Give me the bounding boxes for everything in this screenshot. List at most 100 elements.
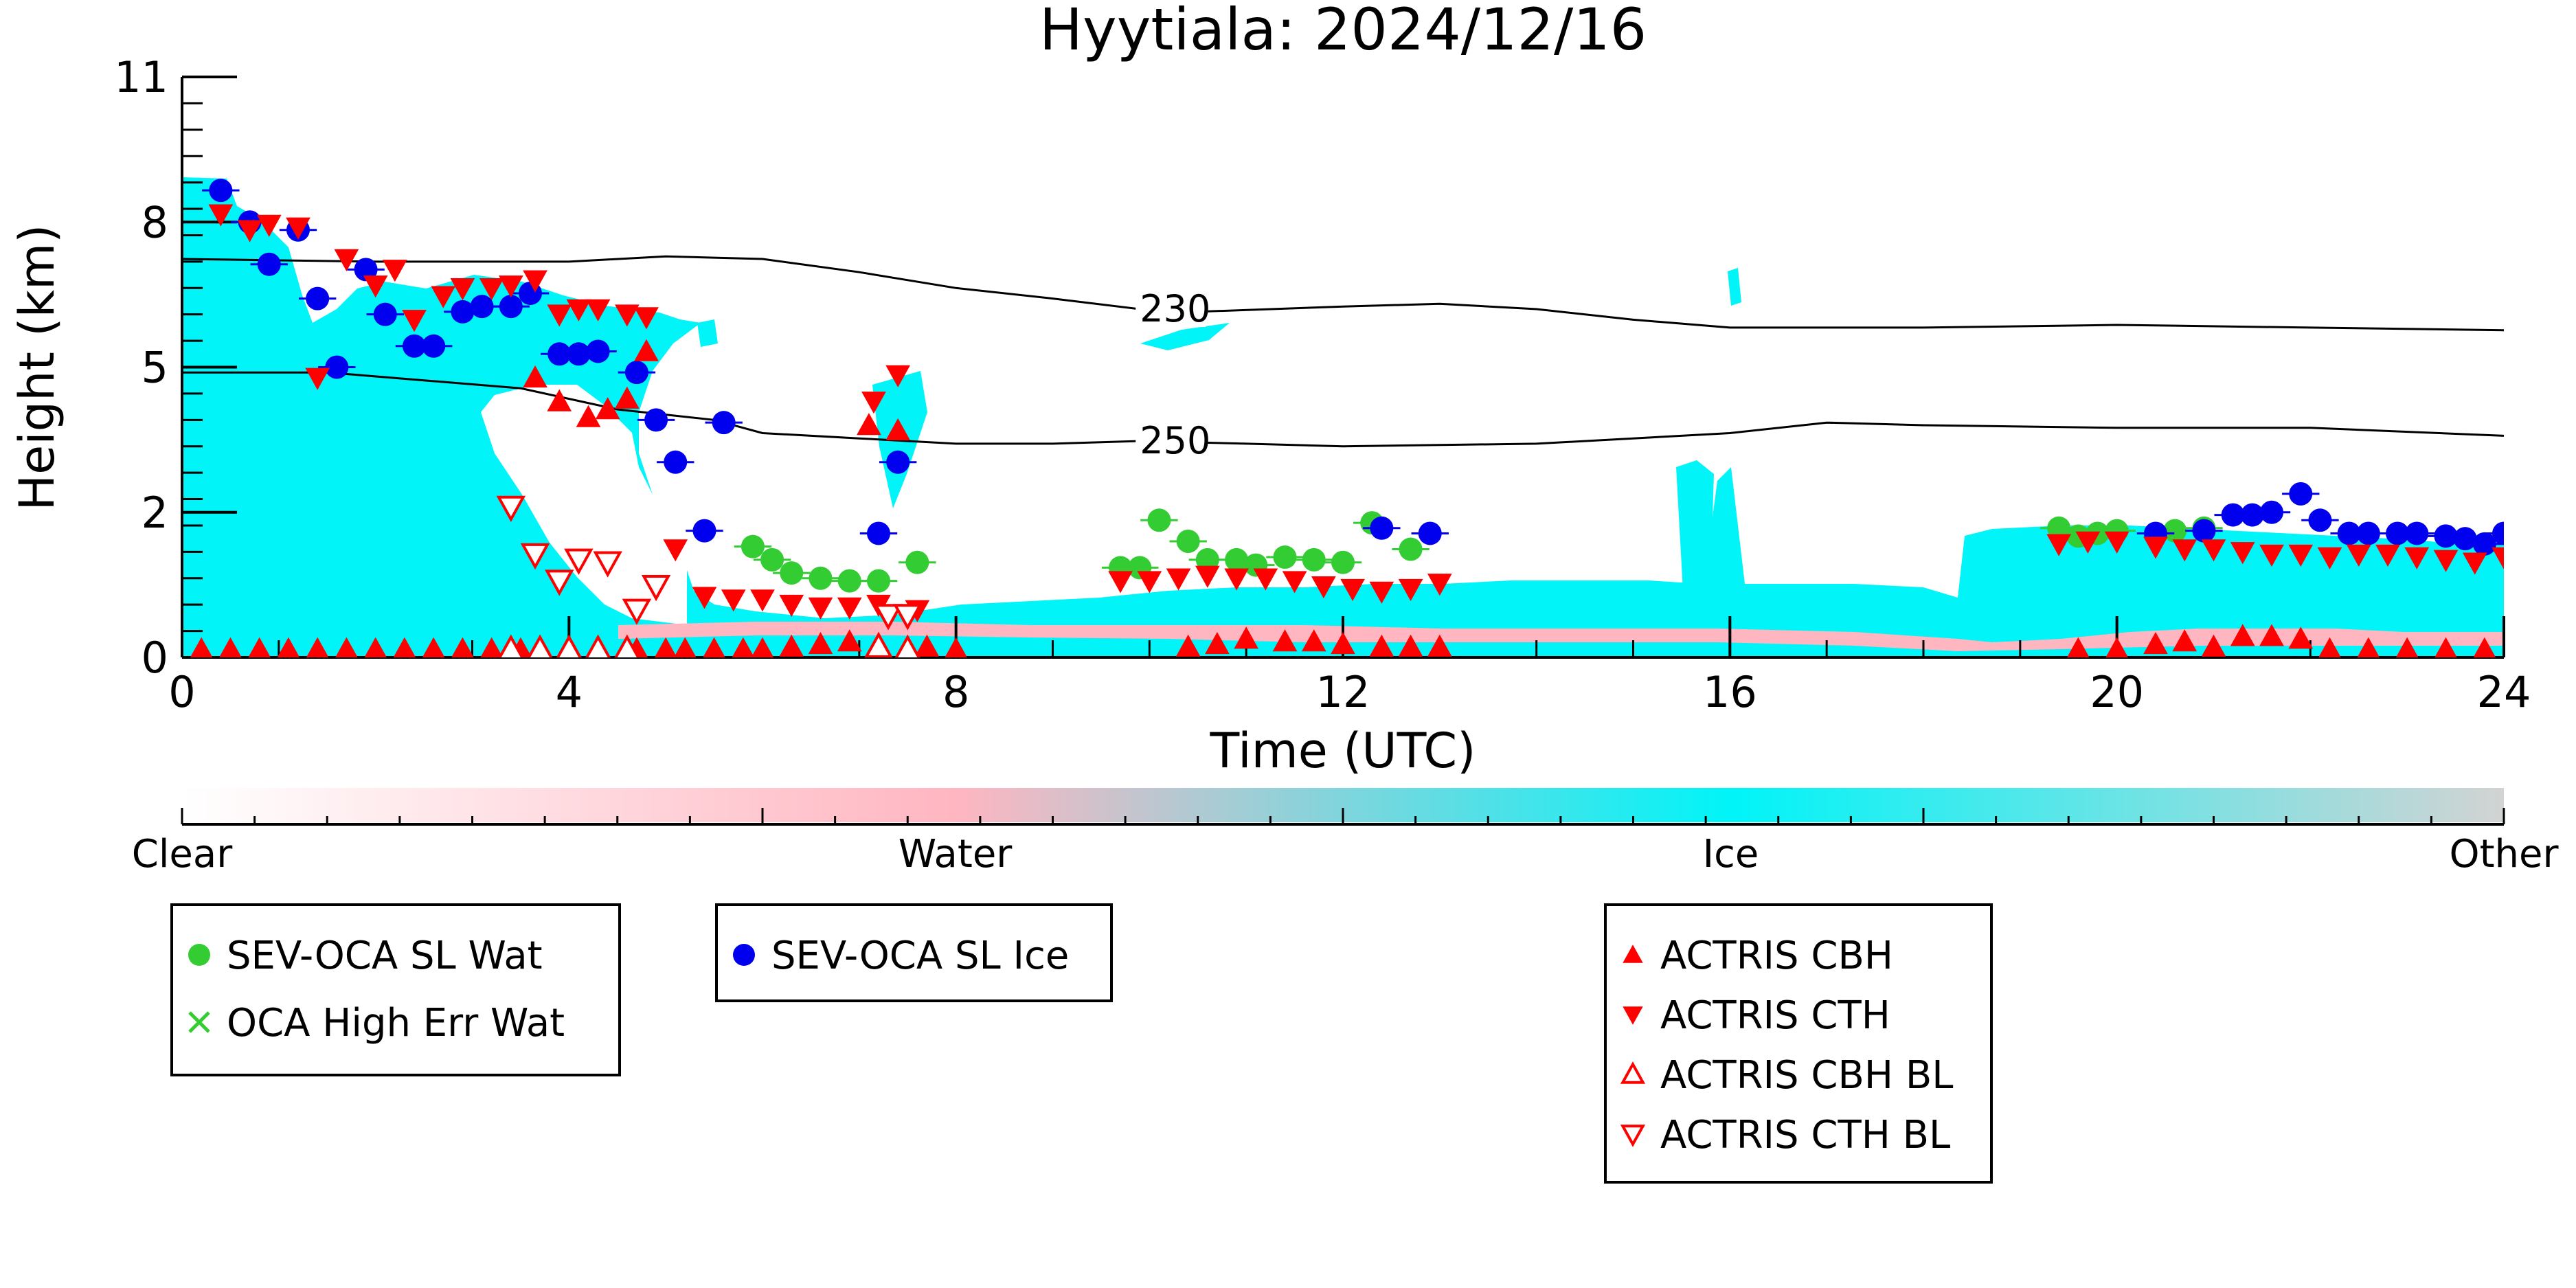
- marker-actris-cth: [2201, 539, 2226, 562]
- marker-actris-cbh: [1331, 631, 1355, 655]
- ice-region-upper-patch: [697, 319, 718, 347]
- marker-sev-oca-sl-ice: [2221, 503, 2245, 527]
- marker-actris-cth: [614, 304, 640, 327]
- marker-actris-cth: [2172, 539, 2197, 562]
- marker-actris-cth: [837, 597, 862, 620]
- marker-actris-cth: [1311, 576, 1336, 599]
- marker-actris-cth: [2492, 547, 2504, 569]
- marker-actris-cbh: [837, 629, 862, 652]
- legend-marker-actris-cth: [1623, 1006, 1643, 1025]
- y-tick-label: 2: [142, 488, 168, 538]
- ice-region-small-patch: [1728, 268, 1741, 306]
- cloud-field: [182, 177, 2504, 657]
- marker-actris-cth-bl: [520, 543, 550, 570]
- marker-actris-cth: [750, 589, 775, 612]
- marker-actris-cth: [2075, 531, 2101, 554]
- marker-sev-oca-sl-ice: [2289, 482, 2313, 506]
- legend-label-sev-oca-sl-wat: SEV-OCA SL Wat: [227, 934, 543, 978]
- x-tick-label: 12: [1316, 667, 1370, 717]
- marker-actris-cth: [2046, 534, 2072, 556]
- marker-actris-cbh: [2201, 634, 2226, 657]
- marker-actris-cbh: [1369, 634, 1394, 657]
- marker-actris-cbh: [547, 389, 572, 411]
- marker-actris-cbh: [306, 637, 329, 657]
- marker-sev-oca-sl-ice: [644, 408, 668, 432]
- marker-sev-oca-sl-ice: [354, 258, 378, 282]
- marker-actris-cbh: [393, 637, 416, 657]
- legend-box-2: SEV-OCA SL Ice: [715, 903, 1113, 1002]
- marker-sev-oca-sl-ice: [2337, 521, 2361, 545]
- marker-sev-oca-sl-ice: [2386, 521, 2410, 545]
- marker-sev-oca-sl-ice: [422, 334, 446, 358]
- y-tick-label: 0: [142, 633, 168, 683]
- ice-region-tower: [1676, 460, 1714, 591]
- marker-actris-cbh: [2259, 624, 2284, 646]
- legend-marker-actris-cbh-bl: [1620, 1061, 1646, 1084]
- marker-actris-cth: [634, 307, 659, 330]
- legend-label-actris-cth-bl: ACTRIS CTH BL: [1660, 1113, 1950, 1157]
- contour-label: 230: [1140, 287, 1210, 330]
- x-tick-label: 0: [168, 667, 195, 717]
- marker-actris-cth: [2143, 536, 2168, 559]
- marker-actris-cbh: [674, 637, 697, 657]
- marker-sev-oca-sl-wat: [809, 566, 833, 590]
- marker-actris-cbh: [1205, 631, 1230, 655]
- y-axis-title: Height (km): [9, 225, 65, 511]
- legend-label-sev-oca-sl-ice: SEV-OCA SL Ice: [771, 934, 1069, 978]
- legend-label-actris-cth: ACTRIS CTH: [1660, 993, 1890, 1038]
- marker-actris-cbh: [576, 405, 601, 427]
- marker-actris-cbh-bl: [527, 634, 553, 657]
- marker-actris-cth: [498, 275, 523, 298]
- marker-actris-cbh: [1301, 629, 1326, 652]
- marker-actris-cbh: [1272, 629, 1298, 652]
- x-tick-label: 20: [2090, 667, 2144, 717]
- ice-region-lower-wedge: [481, 385, 687, 625]
- marker-actris-cth: [256, 214, 282, 237]
- temperature-contours: 230 250: [181, 255, 2505, 462]
- marker-sev-oca-sl-ice: [692, 519, 716, 543]
- markers: [190, 179, 2504, 657]
- marker-actris-cth-bl: [622, 598, 652, 625]
- marker-sev-oca-sl-ice: [257, 252, 281, 276]
- marker-actris-cth: [1195, 565, 1220, 588]
- marker-sev-oca-sl-ice: [624, 361, 648, 385]
- marker-actris-cth: [305, 368, 330, 390]
- legend-frame: [170, 903, 621, 1076]
- legend-label-actris-cbh: ACTRIS CBH: [1660, 934, 1893, 978]
- x-tick-label: 16: [1703, 667, 1757, 717]
- marker-sev-oca-sl-ice: [2240, 503, 2264, 527]
- marker-sev-oca-sl-wat: [1273, 545, 1297, 569]
- marker-actris-cth: [566, 299, 591, 321]
- marker-sev-oca-sl-ice: [1370, 516, 1394, 540]
- marker-sev-oca-sl-ice: [2192, 519, 2216, 543]
- marker-actris-cbh: [1398, 634, 1423, 657]
- marker-actris-cbh: [703, 637, 725, 657]
- marker-actris-cbh: [914, 634, 940, 657]
- marker-actris-cbh: [595, 397, 620, 420]
- legend-box-3: ACTRIS CBH ACTRIS CTH ACTRIS CBH BL ACTRIS …: [1604, 903, 1993, 1184]
- marker-actris-cth: [402, 310, 427, 332]
- marker-actris-cbh: [2395, 637, 2419, 657]
- marker-actris-cbh: [2288, 626, 2314, 649]
- marker-actris-cth: [2317, 547, 2342, 569]
- marker-actris-cbh: [480, 637, 503, 657]
- marker-sev-oca-sl-ice: [2434, 524, 2458, 548]
- marker-sev-oca-sl-ice: [886, 450, 910, 474]
- marker-actris-cth-bl: [496, 495, 526, 523]
- marker-actris-cth: [1137, 571, 1162, 594]
- marker-actris-cbh: [277, 637, 300, 657]
- legend-frame: [715, 903, 1113, 1002]
- marker-sev-oca-sl-ice: [664, 450, 688, 474]
- y-tick-label: 5: [142, 343, 168, 393]
- marker-actris-cth: [334, 249, 359, 271]
- marker-sev-oca-sl-ice: [306, 286, 330, 310]
- marker-actris-cbh-bl: [556, 634, 582, 657]
- marker-sev-oca-sl-ice: [373, 302, 397, 326]
- marker-actris-cbh: [2434, 637, 2457, 657]
- marker-actris-cth: [1340, 578, 1365, 601]
- marker-actris-cth: [2346, 544, 2371, 567]
- marker-actris-cth: [779, 594, 804, 618]
- marker-actris-cth: [2259, 544, 2284, 567]
- marker-sev-oca-sl-ice: [2405, 521, 2429, 545]
